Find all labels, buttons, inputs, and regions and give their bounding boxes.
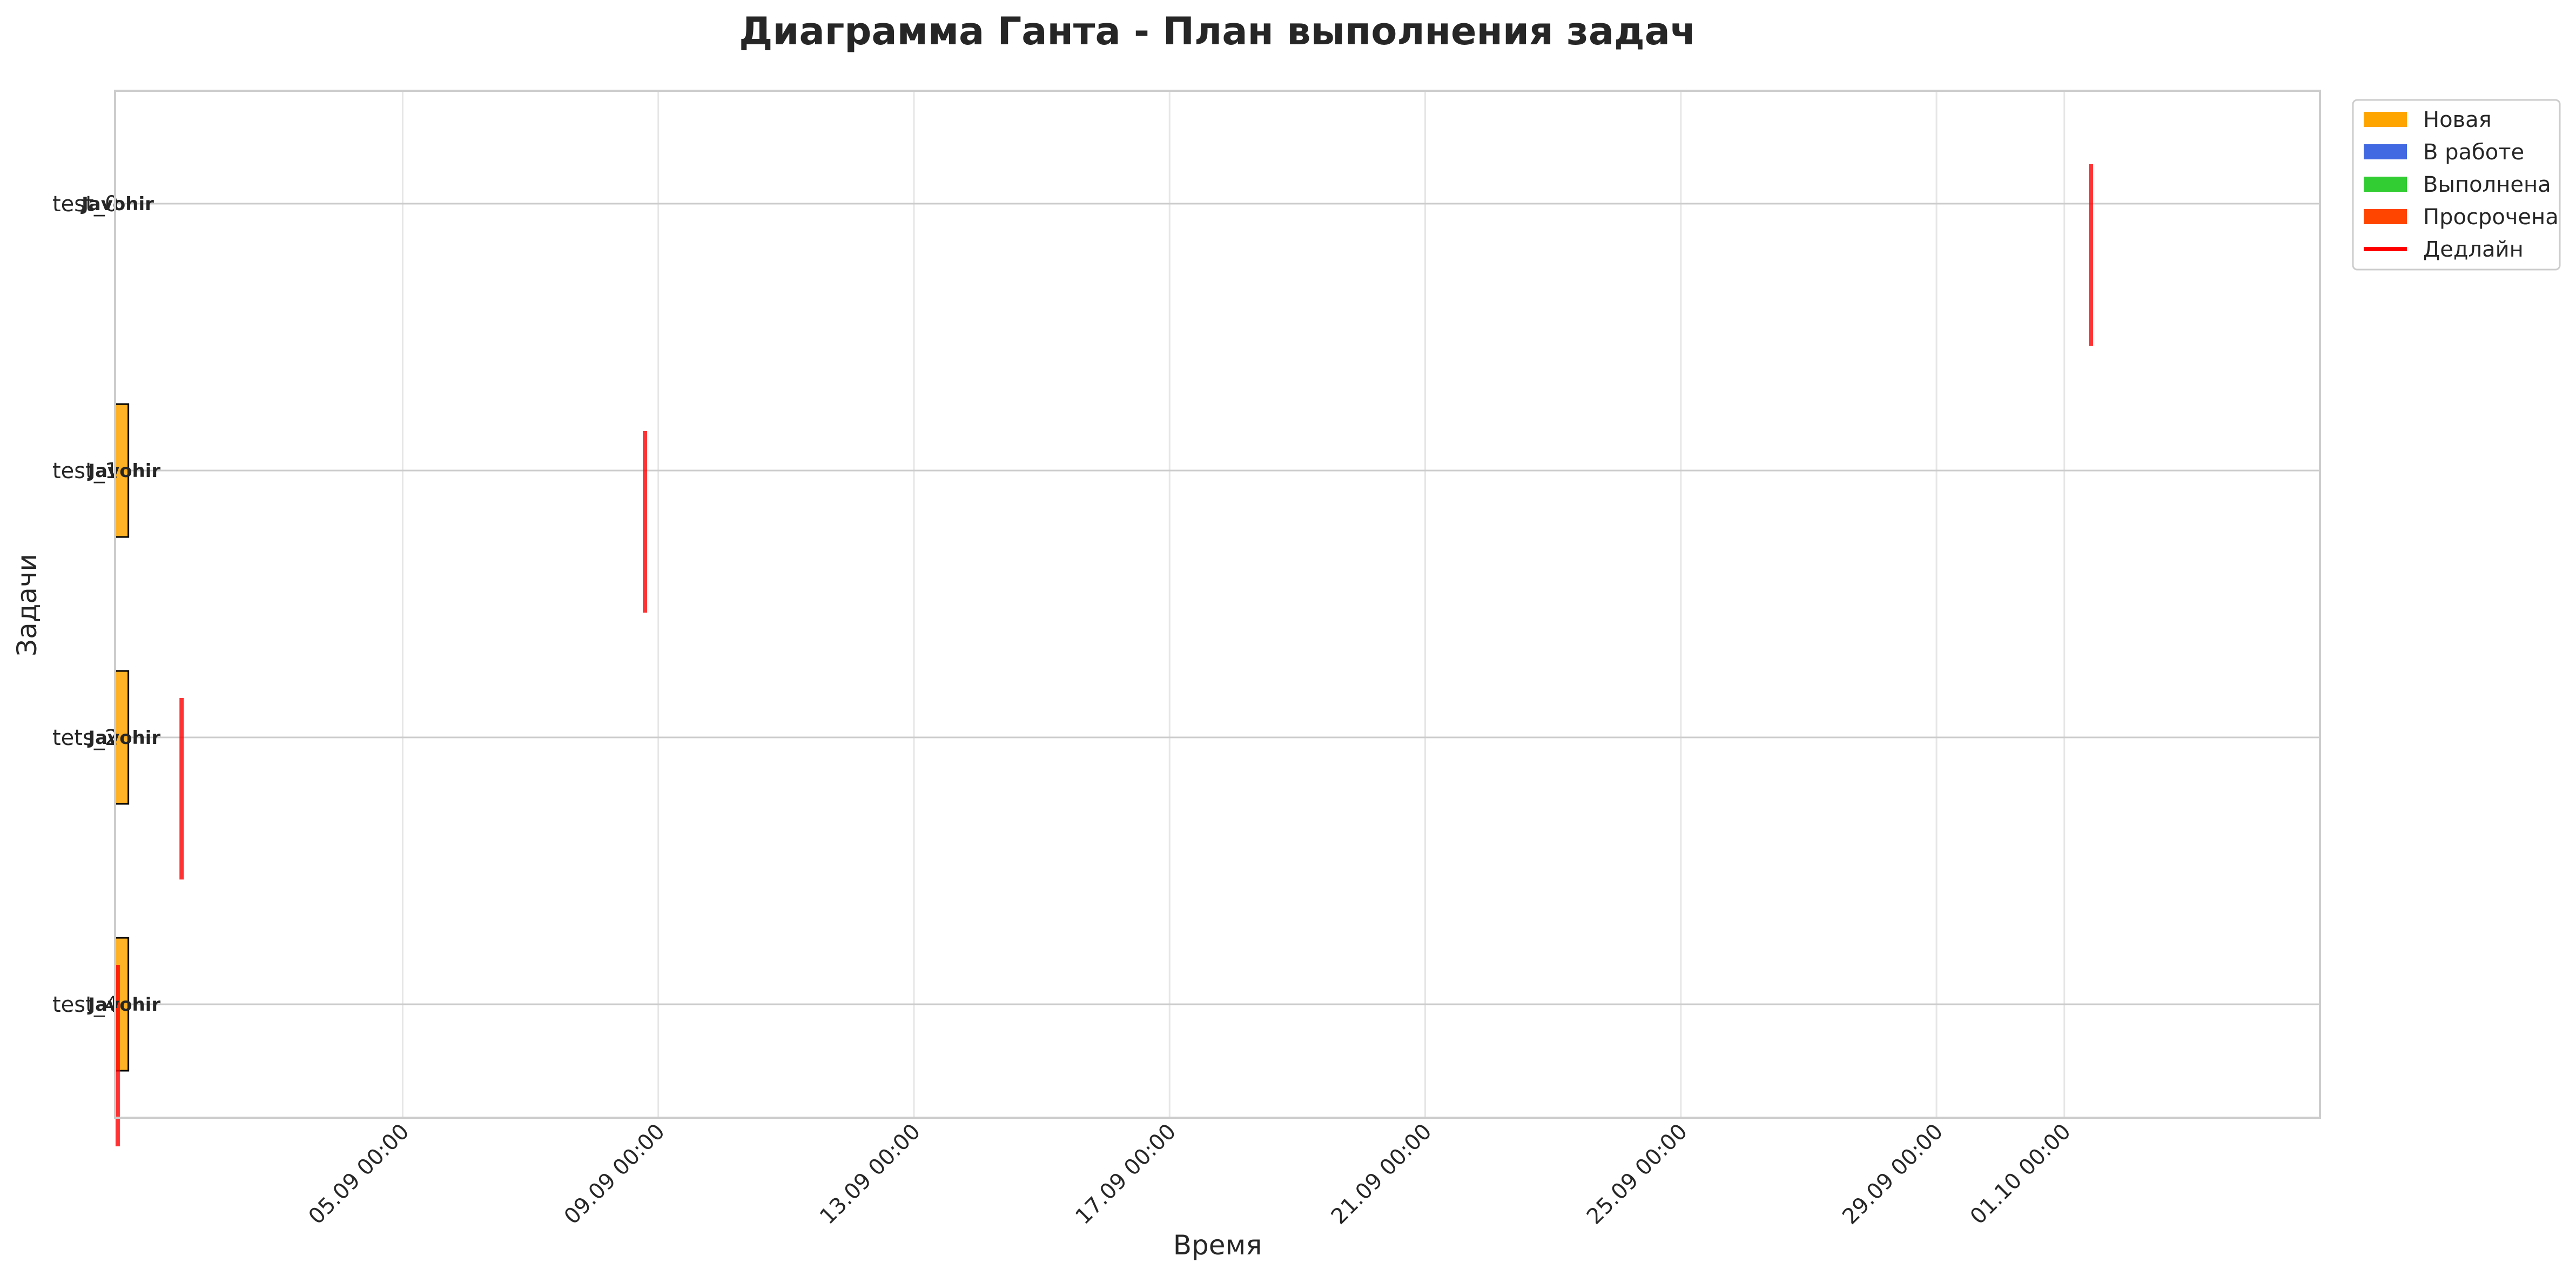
- legend-label: Просрочена: [2423, 205, 2559, 230]
- legend-label: Выполнена: [2423, 172, 2551, 197]
- legend-swatch: [2364, 112, 2407, 127]
- x-axis-label: Время: [1173, 1230, 1262, 1261]
- bar-label: Javohir: [87, 727, 160, 749]
- legend: Новая В работе Выполнена Просрочена Дедлайн: [2352, 99, 2561, 271]
- task-bar: [114, 403, 130, 538]
- y-tick-label: tets_2: [52, 726, 118, 750]
- legend-label: Дедлайн: [2423, 237, 2524, 262]
- legend-box: [2352, 99, 2561, 271]
- y-tick-label: test_1: [52, 459, 118, 483]
- bar-label: Javohir: [80, 193, 154, 215]
- legend-label: В работе: [2423, 140, 2524, 165]
- y-tick-label: test_4: [52, 992, 118, 1017]
- bar-label: Javohir: [87, 460, 160, 482]
- legend-label: Новая: [2423, 108, 2492, 132]
- chart-title: Диаграмма Ганта - План выполнения задач: [739, 9, 1696, 53]
- plot-frame: [114, 90, 2321, 1119]
- y-tick-label: test_0: [52, 192, 118, 217]
- bar-label: Javohir: [87, 994, 160, 1016]
- legend-swatch: [2364, 177, 2407, 192]
- legend-swatch: [2364, 144, 2407, 159]
- y-axis-label: Задачи: [11, 554, 43, 656]
- legend-swatch: [2364, 209, 2407, 224]
